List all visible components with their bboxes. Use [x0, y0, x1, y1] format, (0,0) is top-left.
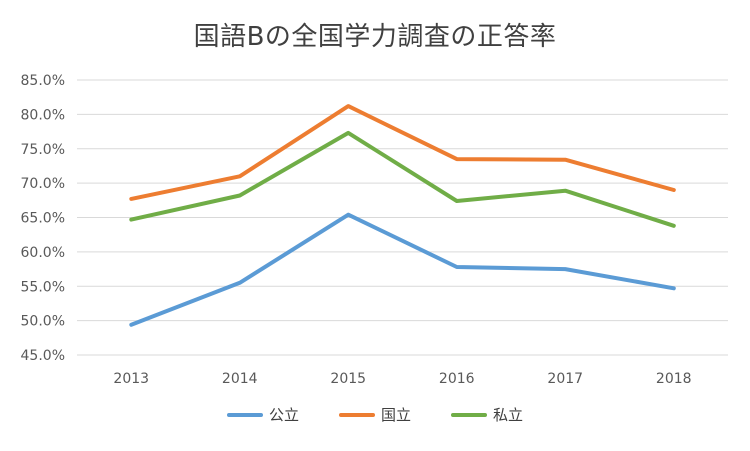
y-tick-label: 60.0%	[21, 245, 65, 261]
y-axis-tick-labels: 85.0% 80.0% 75.0% 70.0% 65.0% 60.0% 55.0% 50.0%…	[21, 73, 65, 364]
grid-lines	[77, 79, 728, 356]
legend-item: 私立	[451, 404, 523, 425]
x-tick-label: 2018	[656, 371, 692, 387]
legend-swatch	[226, 412, 263, 417]
x-tick-label: 2013	[113, 371, 149, 387]
series-line-3	[129, 130, 676, 228]
y-tick-label: 45.0%	[21, 348, 65, 364]
y-tick-label: 75.0%	[21, 142, 65, 158]
legend-label: 国立	[380, 406, 411, 424]
x-tick-label: 2017	[547, 371, 583, 387]
y-tick-label: 85.0%	[21, 73, 65, 89]
x-tick-label: 2015	[330, 371, 366, 387]
series-lines	[129, 104, 676, 327]
legend-label: 私立	[493, 406, 524, 424]
y-tick-label: 55.0%	[21, 279, 65, 295]
legend: 公立 国立 私立	[0, 404, 750, 425]
y-tick-label: 70.0%	[21, 176, 65, 192]
y-tick-label: 65.0%	[21, 211, 65, 227]
legend-swatch	[451, 412, 487, 417]
series-line-2	[129, 104, 676, 201]
x-tick-label: 2014	[222, 371, 258, 387]
x-tick-label: 2016	[439, 371, 475, 387]
y-tick-label: 50.0%	[21, 314, 65, 330]
y-tick-label: 80.0%	[21, 107, 65, 123]
legend-label: 公立	[268, 406, 299, 424]
legend-item: 国立	[338, 404, 411, 425]
series-line-1	[129, 212, 676, 327]
legend-swatch	[338, 412, 375, 417]
legend-item: 公立	[226, 404, 299, 425]
x-axis-tick-labels: 2013 2014 2015 2016 2017 2018	[113, 371, 691, 387]
chart-title: 国語Bの全国学力調査の正答率	[193, 22, 557, 52]
